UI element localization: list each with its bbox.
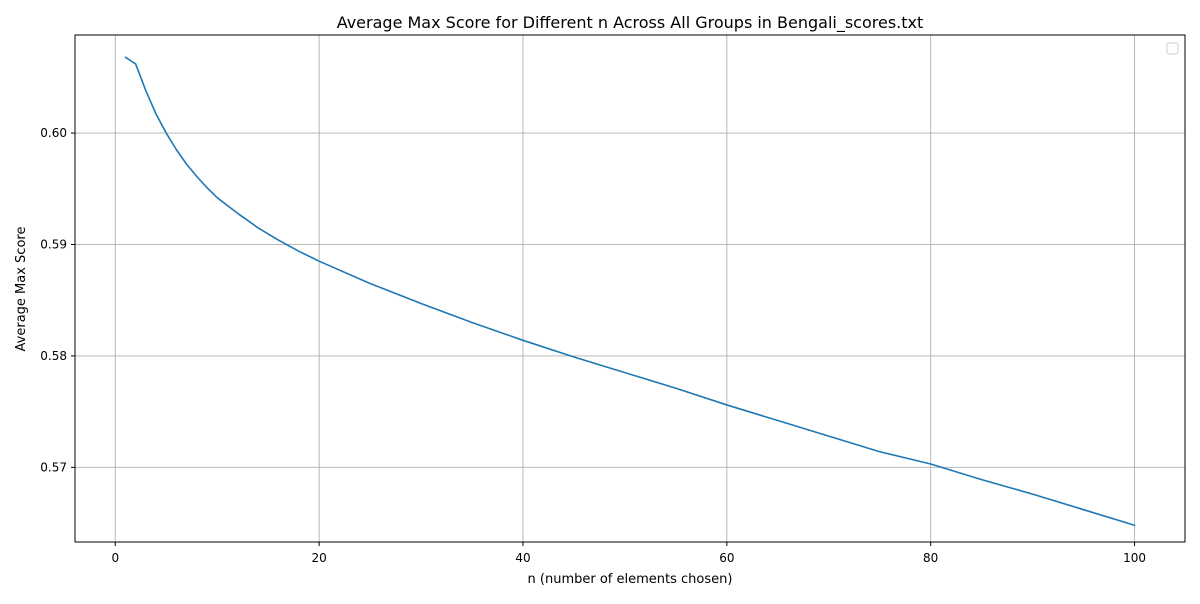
legend-box	[1166, 42, 1179, 55]
x-tick-label: 100	[1123, 551, 1146, 565]
chart-title: Average Max Score for Different n Across…	[337, 13, 924, 33]
x-tick-label: 20	[311, 551, 326, 565]
y-tick-label: 0.57	[40, 460, 67, 474]
grid-lines	[75, 35, 1185, 542]
x-tick-label: 60	[719, 551, 734, 565]
axis-ticks: 0 20 40 60 80 100 0.57 0.58 0.59 0.60	[40, 126, 1146, 565]
x-axis-label: n (number of elements chosen)	[528, 572, 733, 587]
x-tick-label: 40	[515, 551, 530, 565]
y-tick-label: 0.59	[40, 237, 67, 251]
y-tick-label: 0.58	[40, 349, 67, 363]
x-tick-label: 80	[923, 551, 938, 565]
series-line	[124, 56, 1136, 527]
x-tick-label: 0	[111, 551, 119, 565]
plot-area-frame	[74, 34, 1186, 543]
y-axis-label: Average Max Score	[14, 227, 29, 352]
y-tick-label: 0.60	[40, 126, 67, 140]
series-layer	[124, 56, 1136, 527]
